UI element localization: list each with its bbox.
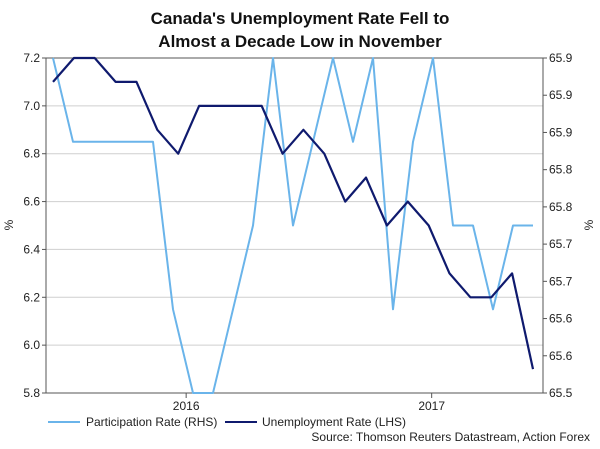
right-tick-label: 65.9 bbox=[549, 51, 573, 65]
participation-rate-line bbox=[52, 57, 533, 394]
right-tick-label: 65.7 bbox=[549, 237, 573, 251]
right-tick-label: 65.9 bbox=[549, 88, 573, 102]
right-axis-unit: % bbox=[582, 219, 596, 230]
right-tick-label: 65.5 bbox=[549, 386, 573, 400]
chart-title-line-2: Almost a Decade Low in November bbox=[158, 32, 442, 51]
x-axis-labels: 2016 2017 bbox=[173, 393, 445, 413]
right-tick-label: 65.8 bbox=[549, 163, 573, 177]
left-tick-label: 5.8 bbox=[23, 386, 40, 400]
legend-label-unemployment: Unemployment Rate (LHS) bbox=[262, 415, 406, 429]
left-tick-label: 6.2 bbox=[23, 290, 40, 304]
left-tick-label: 6.8 bbox=[23, 147, 40, 161]
right-tick-label: 65.8 bbox=[549, 200, 573, 214]
right-tick-label: 65.7 bbox=[549, 274, 573, 288]
unemployment-rate-line bbox=[52, 56, 535, 370]
source-note: Source: Thomson Reuters Datastream, Acti… bbox=[311, 430, 590, 444]
left-tick-label: 7.2 bbox=[23, 51, 40, 65]
right-tick-label: 65.9 bbox=[549, 125, 573, 139]
x-tick-label: 2017 bbox=[418, 399, 445, 413]
legend-label-participation: Participation Rate (RHS) bbox=[86, 415, 217, 429]
plot-area-frame bbox=[45, 57, 544, 394]
chart-title-line-1: Canada's Unemployment Rate Fell to bbox=[151, 9, 450, 28]
right-tick-label: 65.6 bbox=[549, 312, 573, 326]
left-axis-unit: % bbox=[2, 219, 16, 230]
left-tick-label: 6.4 bbox=[23, 242, 40, 256]
right-axis-ticks: 65.9 65.9 65.9 65.8 65.8 65.7 65.7 65.6 65.6 65.5 bbox=[543, 51, 573, 400]
left-tick-label: 6.0 bbox=[23, 338, 40, 352]
x-tick-label: 2016 bbox=[173, 399, 200, 413]
left-axis-ticks: 7.2 7.0 6.8 6.6 6.4 6.2 6.0 5.8 bbox=[23, 51, 46, 400]
left-tick-label: 6.6 bbox=[23, 195, 40, 209]
left-tick-label: 7.0 bbox=[23, 99, 40, 113]
series-lines bbox=[52, 56, 535, 394]
legend: Participation Rate (RHS) Unemployment Ra… bbox=[48, 415, 406, 429]
right-tick-label: 65.6 bbox=[549, 349, 573, 363]
gridlines bbox=[46, 57, 543, 394]
